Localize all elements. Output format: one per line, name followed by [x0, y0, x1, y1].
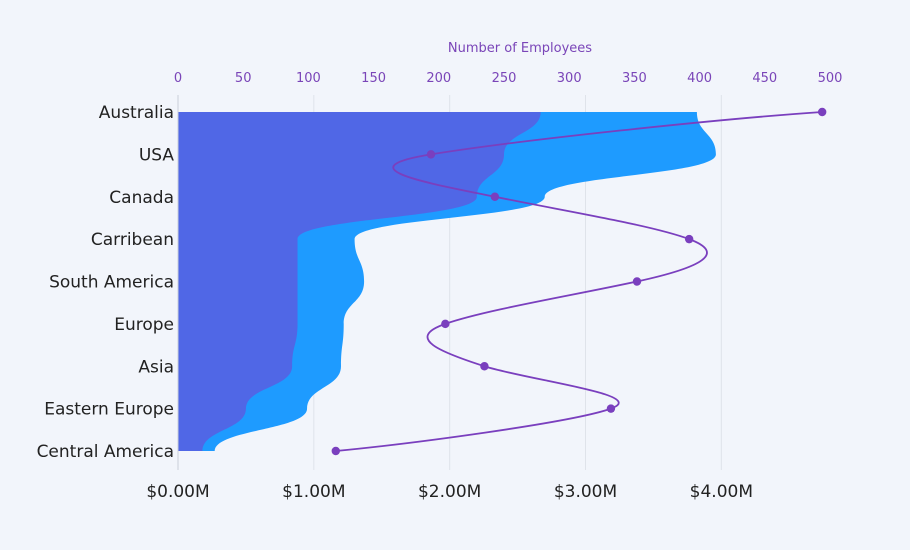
- category-label-asia: Asia: [138, 357, 174, 377]
- top-tick-label: 450: [752, 71, 777, 86]
- bottom-tick-label: $1.00M: [282, 482, 345, 502]
- category-label-south-america: South America: [49, 273, 174, 293]
- bottom-tick-label: $4.00M: [690, 482, 753, 502]
- area-series-2: [178, 112, 541, 451]
- line-point-carribean: [684, 234, 694, 244]
- top-tick-label: 100: [296, 71, 321, 86]
- area-layer: [178, 112, 716, 451]
- category-label-carribean: Carribean: [91, 230, 174, 250]
- top-tick-label: 50: [235, 71, 252, 86]
- category-label-australia: Australia: [99, 103, 174, 123]
- line-point-canada: [490, 192, 500, 201]
- category-label-europe: Europe: [114, 315, 174, 335]
- top-tick-label: 400: [687, 71, 712, 86]
- top-tick-label: 350: [622, 71, 647, 86]
- line-point-central-america: [331, 446, 340, 456]
- bottom-tick-label: $3.00M: [554, 482, 617, 502]
- top-tick-label: 250: [492, 71, 517, 86]
- line-point-south-america: [632, 277, 642, 286]
- category-label-usa: USA: [139, 145, 175, 165]
- top-tick-label: 500: [818, 71, 843, 86]
- line-layer: [331, 107, 827, 456]
- top-tick-label: 200: [426, 71, 451, 86]
- top-axis-title: Number of Employees: [448, 41, 592, 56]
- line-point-australia: [817, 107, 827, 117]
- bottom-tick-label: $0.00M: [146, 482, 209, 502]
- top-tick-label: 150: [361, 71, 386, 86]
- category-label-eastern-europe: Eastern Europe: [44, 400, 174, 420]
- line-point-usa: [426, 150, 436, 159]
- category-label-central-america: Central America: [37, 442, 174, 462]
- top-tick-label: 300: [557, 71, 582, 86]
- top-tick-label: 0: [174, 71, 182, 86]
- line-point-asia: [480, 362, 489, 371]
- line-point-eastern-europe: [606, 404, 616, 413]
- bottom-tick-label: $2.00M: [418, 482, 481, 502]
- line-point-europe: [441, 319, 450, 329]
- category-label-canada: Canada: [109, 188, 174, 208]
- axis-layer: Australia USA Canada Carribean South America…: [37, 71, 843, 502]
